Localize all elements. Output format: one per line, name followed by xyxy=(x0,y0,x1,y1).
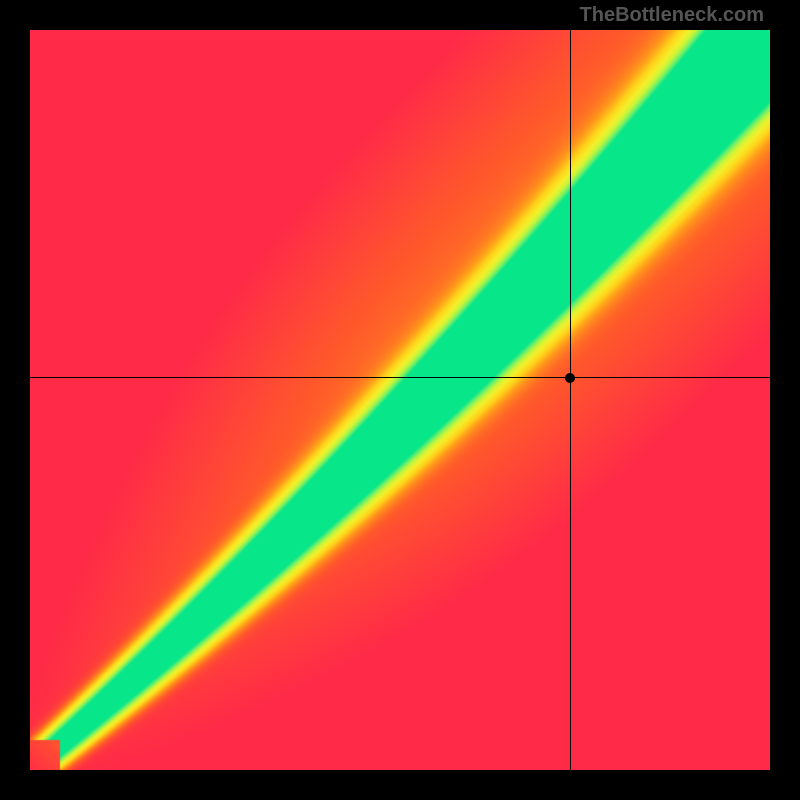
heatmap-canvas xyxy=(30,30,770,770)
crosshair-marker xyxy=(565,373,575,383)
crosshair-vertical xyxy=(570,30,571,770)
plot-area xyxy=(30,30,770,770)
watermark-text: TheBottleneck.com xyxy=(580,4,764,27)
chart-container: TheBottleneck.com xyxy=(0,0,800,800)
crosshair-horizontal xyxy=(30,377,770,378)
